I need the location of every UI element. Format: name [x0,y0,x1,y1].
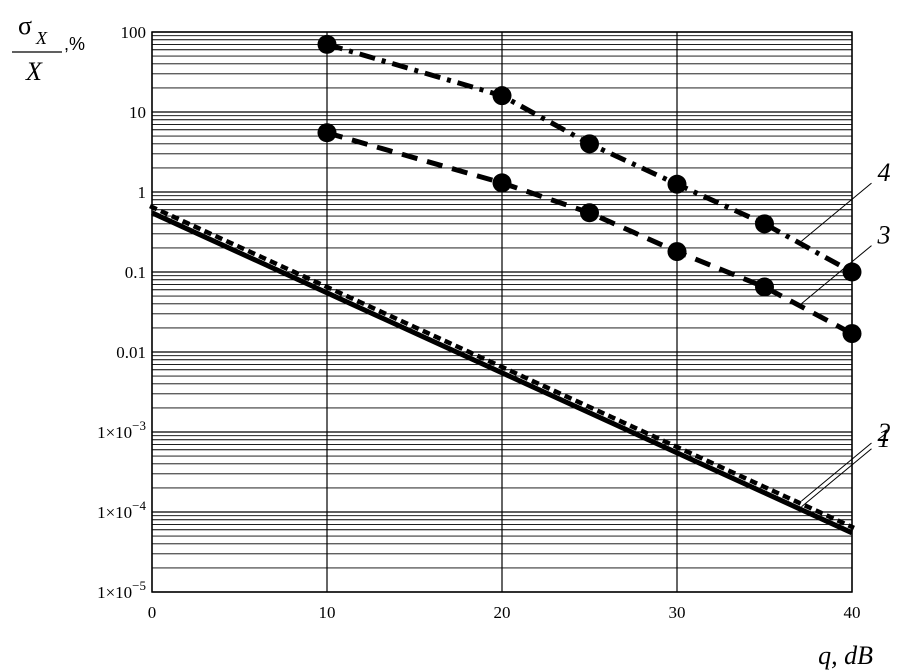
series-4-point [842,262,862,282]
series-4-line [326,42,854,275]
x-tick-label: 20 [494,603,511,622]
curve-label-leaders [801,182,872,508]
curve-1-leader [801,448,872,508]
y-tick-label: 1×10−5 [97,578,146,602]
series-3-line [326,130,854,336]
y-tick-label: 1 [138,183,147,202]
curve-labels: 12 3 4 [877,158,891,453]
series-4-point [317,34,337,54]
curve-4-leader [801,182,872,242]
y-tick-label: 10 [129,103,146,122]
plot-frame [151,31,853,593]
series-2-line [149,204,855,530]
series-3-point [317,123,337,143]
series-3-point [492,173,512,193]
x-tick-label: 40 [844,603,861,622]
series-1-line [150,210,854,536]
series-4-point [755,214,774,234]
x-tick-label: 10 [319,603,336,622]
y-tick-label: 0.01 [116,343,146,362]
y-axis-label-numerator: σ [18,11,32,40]
y-axis-label: σ X X ,% [12,11,85,86]
series-3-point [667,242,687,262]
curve-2-leader [801,442,872,502]
x-axis-label: q, dB [818,641,873,670]
y-tick-labels: 100 10 1 0.1 0.01 1×10−3 1×10−4 1×10−5 [97,23,146,602]
curve-2-label: 2 [878,418,891,447]
x-tick-labels: 0 10 20 30 40 [148,603,861,622]
y-tick-label: 0.1 [125,263,146,282]
series-4-point [667,174,687,194]
y-tick-label: 100 [121,23,147,42]
y-axis-label-denominator: X [25,57,43,86]
y-tick-label: 1×10−3 [97,418,146,442]
y-axis-label-unit: ,% [64,34,85,54]
curve-1-label: 1 [878,424,891,453]
curve-3-leader [801,245,872,304]
curve-3-label: 3 [877,221,891,250]
x-tick-label: 0 [148,603,157,622]
series-4-point [580,134,599,154]
series-4-point [492,86,512,106]
series-3-point [755,277,774,297]
series-3-point [580,203,599,223]
curve-4-label: 4 [878,158,891,187]
series-3-point [842,324,862,344]
y-axis-label-subscript: X [35,28,48,48]
series-layer [149,34,862,536]
x-tick-label: 30 [669,603,686,622]
y-tick-label: 1×10−4 [97,498,146,522]
